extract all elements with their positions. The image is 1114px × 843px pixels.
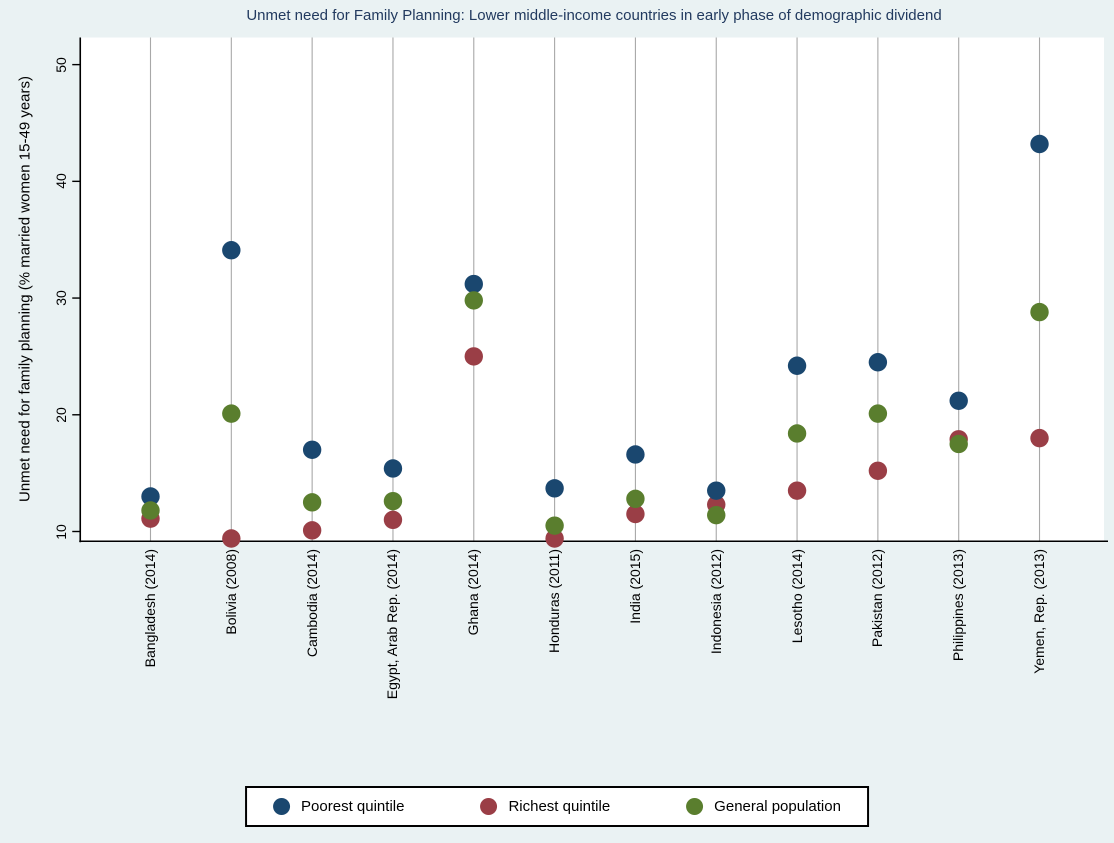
- chart-title: Unmet need for Family Planning: Lower mi…: [246, 7, 942, 24]
- plot-background: [80, 37, 1104, 542]
- legend-label-general: General population: [714, 798, 841, 815]
- point-richest: [868, 461, 888, 481]
- point-poorest: [626, 445, 645, 464]
- x-axis-label: Yemen, Rep. (2013): [1031, 549, 1048, 674]
- legend-item-poorest: Poorest quintile: [273, 798, 404, 815]
- point-poorest: [1030, 134, 1049, 154]
- point-general: [868, 404, 888, 423]
- point-general: [1030, 302, 1049, 322]
- point-poorest: [707, 481, 726, 500]
- point-richest: [545, 529, 564, 548]
- point-poorest: [868, 353, 888, 372]
- x-axis-label: Bolivia (2008): [222, 549, 239, 635]
- x-axis-label: Cambodia (2014): [303, 549, 320, 658]
- point-general: [222, 404, 241, 423]
- general-population-marker-icon: [686, 798, 704, 815]
- point-poorest: [464, 274, 483, 294]
- point-general: [787, 424, 807, 443]
- legend-item-general: General population: [686, 798, 841, 815]
- x-axis-label: Indonesia (2012): [707, 549, 724, 655]
- point-richest: [1030, 428, 1049, 448]
- y-tick-label: 20: [53, 406, 69, 423]
- point-general: [949, 434, 968, 454]
- point-general: [707, 505, 726, 525]
- point-poorest: [222, 241, 241, 260]
- richest-quintile-marker-icon: [480, 798, 498, 815]
- point-poorest: [302, 440, 322, 459]
- point-poorest: [383, 459, 403, 478]
- legend-label-poorest: Poorest quintile: [301, 798, 405, 815]
- point-poorest: [141, 487, 160, 506]
- point-general: [302, 493, 322, 512]
- point-richest: [464, 347, 483, 366]
- point-poorest: [545, 479, 564, 498]
- point-general: [545, 516, 564, 535]
- point-general: [626, 489, 645, 509]
- x-axis-label: India (2015): [626, 549, 643, 624]
- x-axis-label: Bangladesh (2014): [142, 549, 158, 668]
- point-richest: [302, 521, 322, 540]
- y-tick-label: 30: [53, 290, 69, 306]
- point-richest: [383, 510, 403, 530]
- legend-label-richest: Richest quintile: [508, 798, 611, 815]
- point-poorest: [949, 391, 968, 410]
- point-richest: [222, 529, 241, 548]
- x-axis-label: Philippines (2013): [950, 549, 967, 662]
- point-general: [141, 501, 160, 520]
- x-axis-label: Pakistan (2012): [869, 549, 886, 648]
- y-tick-label: 50: [53, 56, 69, 73]
- point-richest: [787, 481, 807, 500]
- legend: Poorest quintile Richest quintile Genera…: [245, 786, 869, 827]
- poorest-quintile-marker-icon: [273, 798, 291, 815]
- legend-item-richest: Richest quintile: [480, 798, 610, 815]
- x-axis-label: Ghana (2014): [465, 549, 482, 636]
- point-richest: [626, 504, 645, 524]
- y-axis-title: Unmet need for family planning (% marrie…: [16, 76, 34, 503]
- point-poorest: [787, 356, 807, 375]
- y-tick-label: 10: [53, 523, 69, 540]
- point-general: [464, 291, 483, 310]
- x-axis-label: Lesotho (2014): [788, 549, 805, 644]
- x-axis-label: Egypt, Arab Rep. (2014): [384, 549, 401, 700]
- y-tick-label: 40: [53, 173, 69, 190]
- x-axis-label: Honduras (2011): [546, 549, 563, 654]
- point-general: [383, 491, 403, 511]
